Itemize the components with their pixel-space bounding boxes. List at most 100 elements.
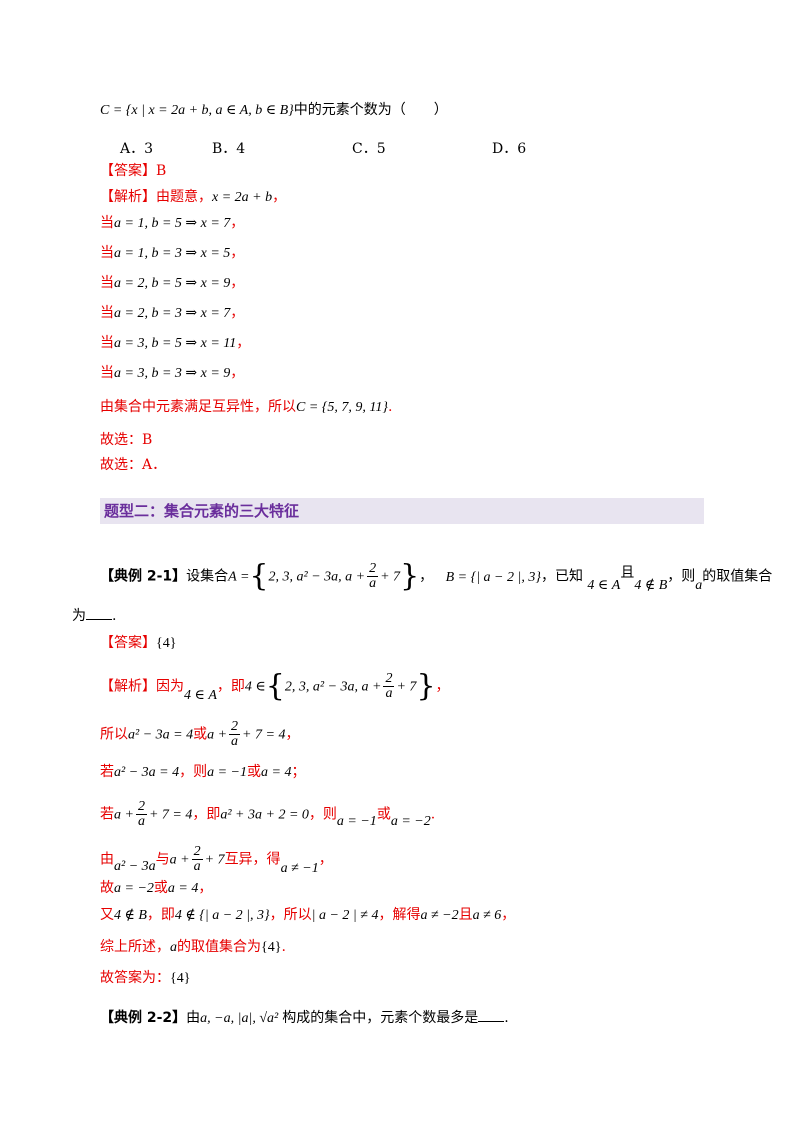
sol-expr: a = −2: [390, 813, 431, 829]
sol-text: 若: [100, 806, 114, 823]
sol-text: 所以: [100, 726, 128, 743]
ex21-text: 的取值集合: [702, 568, 773, 585]
case-prefix: 当: [100, 365, 114, 381]
sol-expr: a = 4: [167, 881, 199, 896]
sol-expr: a = −1: [207, 765, 247, 780]
sol-text: ，: [501, 907, 516, 923]
sol-line-7: 综上所述，a的取值集合为{4}.: [100, 937, 286, 958]
case-expr: a = 3, b = 3 ⇒ x = 9: [114, 366, 231, 381]
ex21-text: ，已知: [540, 568, 583, 585]
ex22-text: .: [504, 1010, 509, 1026]
answer-blank: [86, 605, 112, 620]
sol-expr: a = 4: [261, 765, 292, 780]
fraction-numerator: 2: [383, 671, 395, 687]
q1-stem-tail: 中的元素个数为（ ）: [293, 102, 448, 118]
case-suffix: ，: [230, 245, 245, 261]
ex21-text: ，则: [667, 568, 696, 585]
ex21-analysis: 【解析】因为4 ∈ A，即4 ∈{2, 3, a² − 3a, a +2 a + 7…: [100, 668, 450, 704]
set-a-inner: 2, 3, a² − 3a, a +: [268, 569, 366, 585]
left-brace: {: [249, 558, 269, 594]
sol-line-3: 若a +2 a + 7 = 4，即a² + 3a + 2 = 0，则a = −1或a…: [100, 800, 435, 829]
sol-expr: a +: [169, 852, 190, 868]
fraction-numerator: 2: [367, 561, 379, 577]
set-a-prefix: A =: [228, 569, 250, 585]
case-expr: a = 3, b = 5 ⇒ x = 11: [114, 336, 237, 351]
case-expr: a = 1, b = 3 ⇒ x = 5: [114, 246, 231, 261]
q1-stem: C = {x | x = 2a + b, a ∈ A, b ∈ B}中的元素个数…: [100, 100, 448, 121]
sol-expr: a = −1: [336, 813, 377, 829]
case-prefix: 当: [100, 275, 114, 291]
ex21-text: 设集合: [186, 568, 229, 585]
sol-text: 或: [193, 726, 208, 743]
case-line: 当a = 3, b = 3 ⇒ x = 9，: [100, 363, 244, 384]
q1-choose-1: 故选：B: [100, 432, 153, 448]
case-prefix: 当: [100, 245, 114, 261]
sol-text: 故答案为：: [100, 970, 170, 986]
sol-text: .: [281, 939, 286, 955]
sol-text: 若: [100, 764, 114, 780]
sol-text: 综上所述，: [100, 939, 170, 955]
sol-text: 或: [247, 764, 261, 780]
case-prefix: 当: [100, 335, 114, 351]
sol-line-8: 故答案为：{4}: [100, 968, 190, 989]
sol-expr: a ≠ 6: [472, 908, 502, 923]
section-heading: 题型二：集合元素的三大特征: [100, 498, 704, 524]
ex22-text: 由: [186, 1010, 201, 1026]
sol-text: .: [430, 806, 436, 823]
sol-expr: | a − 2 | ≠ 4: [311, 908, 379, 923]
fraction-numerator: 2: [135, 799, 147, 815]
q1-choose-2: 故选：A．: [100, 457, 167, 473]
fraction-denominator: a: [231, 734, 239, 749]
sol-expr: 4 ∉ {| a − 2 |, 3}: [174, 908, 270, 923]
case-suffix: ，: [230, 215, 245, 231]
sol-line-2: 若a² − 3a = 4，则a = −1或a = 4；: [100, 762, 305, 783]
analysis-text: ，: [435, 678, 450, 695]
case-expr: a = 2, b = 3 ⇒ x = 7: [114, 306, 231, 321]
conclusion-end: .: [387, 399, 393, 415]
case-suffix: ，: [230, 365, 245, 381]
ex21-text: 且: [620, 564, 635, 581]
sol-text: 故: [100, 880, 114, 896]
sol-expr: 4 ∉ B: [114, 908, 147, 923]
case-line: 当a = 1, b = 3 ⇒ x = 5，: [100, 243, 244, 264]
sol-expr: a² − 3a = 4: [128, 727, 194, 743]
ex22-expr: a, −a, |a|, √a²: [200, 1011, 279, 1026]
sol-text: 由: [100, 851, 114, 868]
sol-text: ，: [198, 880, 213, 896]
sol-expr: a² − 3a: [114, 858, 156, 874]
condition-1: 4 ∈ A: [587, 577, 621, 593]
case-prefix: 当: [100, 215, 114, 231]
sol-text: 且: [458, 907, 473, 923]
ex21-text: 为: [72, 608, 86, 624]
sol-expr: + 7 = 4: [242, 727, 286, 743]
ex21-text: .: [112, 608, 117, 624]
right-brace: }: [416, 668, 436, 704]
q1-answer: 【答案】B: [100, 163, 167, 179]
analysis-cond: 4 ∈ A: [184, 687, 217, 703]
sol-expr: a +: [207, 727, 228, 743]
case-line: 当a = 1, b = 5 ⇒ x = 7，: [100, 213, 244, 234]
case-suffix: ，: [230, 275, 245, 291]
case-line: 当a = 3, b = 5 ⇒ x = 11，: [100, 333, 250, 354]
sol-expr: + 7 = 4: [148, 807, 193, 823]
conclusion-expr: C = {5, 7, 9, 11}: [296, 400, 388, 415]
case-suffix: ，: [236, 335, 251, 351]
fraction-denominator: a: [137, 814, 145, 829]
option-c: C．5: [352, 141, 386, 157]
case-prefix: 当: [100, 305, 114, 321]
sol-line-4: 由a² − 3a与a +2 a + 7互异，得a ≠ −1，: [100, 844, 333, 876]
right-brace: }: [400, 558, 420, 594]
fraction-numerator: 2: [191, 844, 203, 860]
case-expr: a = 1, b = 5 ⇒ x = 7: [114, 216, 231, 231]
answer-blank: [478, 1007, 505, 1022]
sol-text: ，: [285, 726, 300, 743]
analysis-set-inner: 2, 3, a² − 3a, a +: [284, 679, 382, 695]
q1-analysis: 【解析】由题意，x = 2a + b，: [100, 189, 287, 205]
sol-expr: a = −2: [114, 881, 154, 896]
example-2-2-stem: 【典例 2-2】由a, −a, |a|, √a² 构成的集合中，元素个数最多是.: [100, 1007, 509, 1029]
sol-text: ；: [291, 764, 306, 780]
